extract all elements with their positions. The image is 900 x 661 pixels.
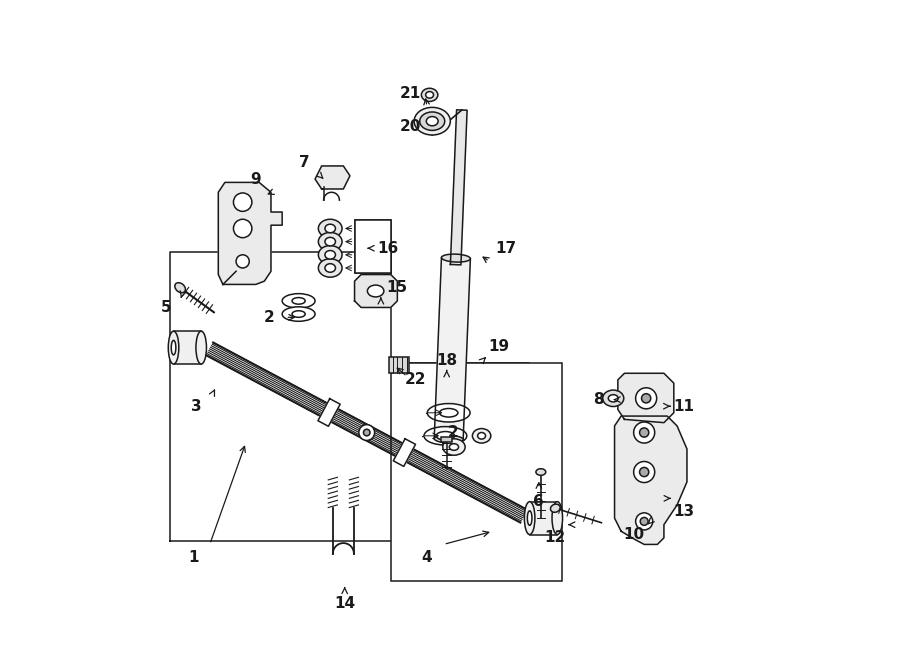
Ellipse shape [551,504,560,512]
Ellipse shape [428,404,470,422]
Ellipse shape [443,439,465,455]
Text: 18: 18 [436,352,457,368]
Ellipse shape [442,254,471,262]
Text: 15: 15 [387,280,408,295]
Ellipse shape [325,224,336,233]
Bar [391,364,562,580]
Ellipse shape [421,89,437,101]
Text: 22: 22 [405,372,427,387]
Polygon shape [355,274,397,307]
Text: 4: 4 [421,550,432,565]
Ellipse shape [292,311,305,317]
Bar [529,502,557,535]
Bar [355,220,391,272]
Polygon shape [617,373,674,422]
Circle shape [640,467,649,477]
Circle shape [640,518,648,525]
Polygon shape [315,166,350,189]
Circle shape [635,388,657,408]
Polygon shape [450,110,467,265]
Ellipse shape [424,426,467,445]
Circle shape [640,428,649,437]
Ellipse shape [608,395,618,402]
Text: 2: 2 [448,425,459,440]
Circle shape [634,422,654,443]
Ellipse shape [325,237,336,246]
Text: 8: 8 [593,392,603,407]
Ellipse shape [414,107,450,135]
Bar [174,331,202,364]
Ellipse shape [325,264,336,272]
Ellipse shape [603,390,624,407]
Text: 19: 19 [489,340,510,354]
Ellipse shape [319,258,342,277]
Ellipse shape [427,116,438,126]
Bar [390,357,410,373]
Text: 20: 20 [400,119,421,134]
Ellipse shape [434,435,464,443]
Circle shape [233,193,252,212]
Text: 12: 12 [544,530,566,545]
Text: 2: 2 [264,310,274,325]
Text: 21: 21 [400,86,421,101]
Circle shape [634,461,654,483]
Bar [355,220,391,272]
Ellipse shape [367,285,383,297]
Text: 5: 5 [160,300,171,315]
Ellipse shape [552,502,562,535]
Ellipse shape [472,428,490,443]
Circle shape [364,429,370,436]
Text: 6: 6 [534,494,544,509]
Polygon shape [318,399,340,426]
Text: 16: 16 [377,241,398,256]
Text: 17: 17 [495,241,517,256]
Ellipse shape [319,233,342,251]
Text: 3: 3 [192,399,202,414]
Ellipse shape [536,469,545,475]
Ellipse shape [478,432,485,439]
Text: 1: 1 [188,550,199,565]
Text: 14: 14 [334,596,356,611]
Ellipse shape [171,340,176,355]
Ellipse shape [175,283,185,293]
Ellipse shape [168,331,179,364]
Ellipse shape [283,307,315,321]
Text: 10: 10 [624,527,645,542]
Ellipse shape [436,432,454,440]
Text: 7: 7 [299,155,310,170]
Ellipse shape [449,444,459,450]
Text: 11: 11 [673,399,694,414]
Ellipse shape [325,251,336,259]
Bar [441,437,452,442]
Polygon shape [615,416,687,545]
Ellipse shape [283,293,315,308]
Circle shape [642,394,651,403]
Ellipse shape [319,246,342,264]
Ellipse shape [426,92,434,98]
Ellipse shape [196,331,206,364]
Text: 13: 13 [673,504,694,519]
Circle shape [635,513,652,530]
Text: 9: 9 [250,172,261,186]
Polygon shape [393,439,416,467]
Circle shape [359,424,374,440]
Circle shape [233,219,252,238]
Ellipse shape [292,297,305,304]
Circle shape [236,254,249,268]
Ellipse shape [527,511,532,525]
Ellipse shape [319,219,342,238]
Ellipse shape [439,408,458,417]
Polygon shape [434,258,471,440]
Ellipse shape [419,112,445,130]
Polygon shape [219,182,283,284]
Ellipse shape [525,502,535,535]
